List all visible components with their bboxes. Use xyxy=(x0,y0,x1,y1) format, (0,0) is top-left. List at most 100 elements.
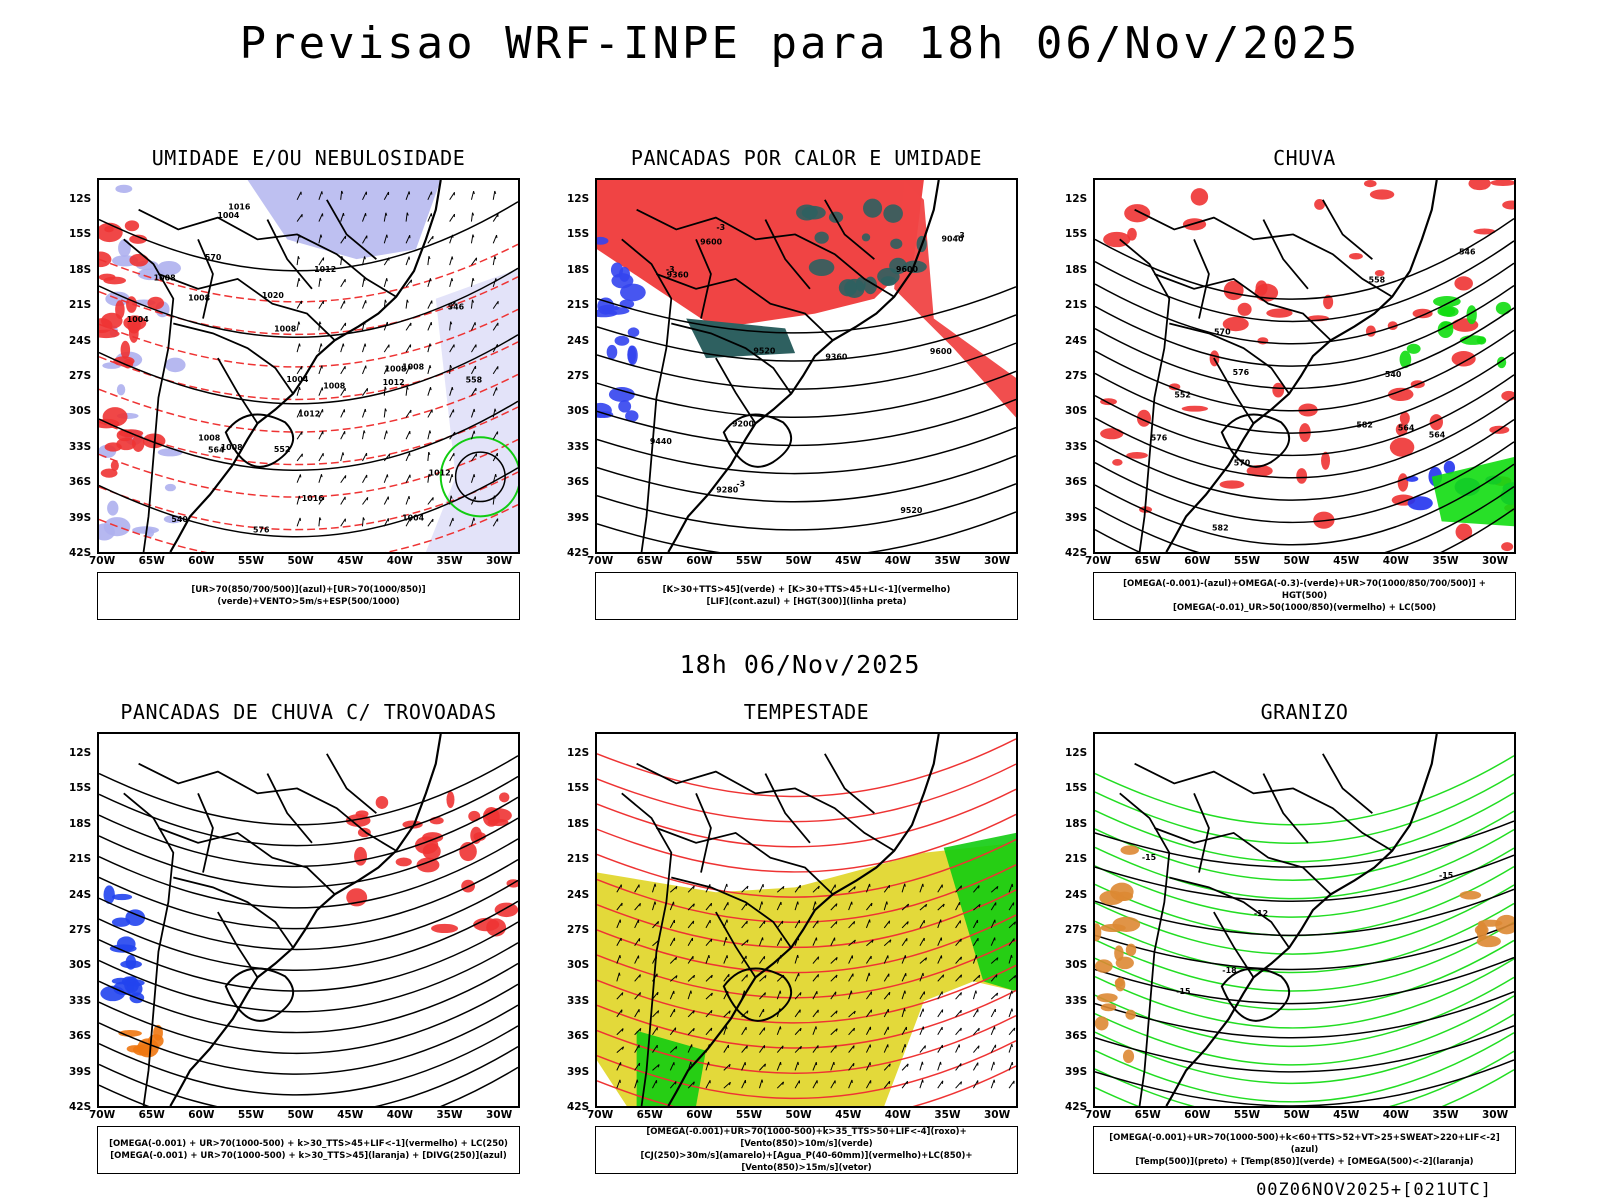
latitude-label: 42S xyxy=(1065,547,1088,559)
longitude-label: 35W xyxy=(1432,555,1459,567)
latitude-label: 39S xyxy=(69,1065,92,1078)
latitude-label: 21S xyxy=(567,853,590,866)
latitude-label: 21S xyxy=(69,853,92,866)
latitude-label: 42S xyxy=(567,1101,590,1113)
latitude-label: 12S xyxy=(1065,747,1088,759)
longitude-label: 40W xyxy=(884,555,911,567)
latitude-label: 15S xyxy=(567,228,590,241)
longitude-label: 45W xyxy=(337,555,364,567)
contour-label: 564 xyxy=(208,446,225,455)
latitude-label: 24S xyxy=(567,888,590,901)
legend-box: [OMEGA(-0.001) + UR>70(1000-500) + k>30_… xyxy=(97,1126,520,1174)
legend-text: [OMEGA(-0.001) + UR>70(1000-500) + k>30_… xyxy=(110,1151,507,1161)
longitude-label: 50W xyxy=(1283,1109,1310,1121)
contour-label: 9440 xyxy=(650,437,673,446)
contour-label: 9520 xyxy=(900,506,923,515)
contour-label: 576 xyxy=(1151,433,1168,442)
legend-box: [K>30+TTS>45](verde) + [K>30+TTS>45+LI<-… xyxy=(595,572,1018,620)
latitude-label: 21S xyxy=(69,299,92,312)
longitude-label: 55W xyxy=(1233,555,1261,567)
legend-box: [OMEGA(-0.001)+UR>70(1000-500)+k>35_TTS>… xyxy=(595,1126,1018,1174)
page-title: Previsao WRF-INPE para 18h 06/Nov/2025 xyxy=(239,18,1361,69)
longitude-label: 30W xyxy=(486,1109,513,1121)
longitude-label: 45W xyxy=(337,1109,364,1121)
longitude-label: 40W xyxy=(1382,555,1409,567)
longitude-label: 55W xyxy=(237,555,265,567)
latitude-label: 24S xyxy=(567,334,590,347)
map-frame: 582 582 576 570 564 558 552 546 540 576 570 564 xyxy=(1093,178,1516,554)
legend-text: [OMEGA(-0.01)_UR>50(1000/850)(vermelho) … xyxy=(1172,603,1437,613)
latitude-label: 42S xyxy=(1065,1101,1088,1113)
panel-title: PANCADAS POR CALOR E UMIDADE xyxy=(630,146,983,170)
longitude-label: 40W xyxy=(1382,1109,1409,1121)
contour-label: 1012 xyxy=(298,409,320,418)
contour-label: 540 xyxy=(1385,370,1402,379)
panel-title: TEMPESTADE xyxy=(743,700,870,724)
contour-label: 552 xyxy=(1174,391,1191,400)
latitude-label: 33S xyxy=(69,994,92,1007)
legend-text: [K>30+TTS>45](verde) + [K>30+TTS>45+LI<-… xyxy=(662,585,951,595)
contour-label: 9040 xyxy=(942,234,965,243)
longitude-label: 65W xyxy=(1134,555,1161,567)
map-canvas xyxy=(597,734,1016,1106)
contour-label: 1012 xyxy=(314,265,336,274)
contour-label: 9200 xyxy=(732,419,755,428)
latitude-label: 21S xyxy=(1065,299,1088,312)
longitude-label: 60W xyxy=(1184,555,1211,567)
latitude-label: 24S xyxy=(1065,334,1088,347)
legend-text: [UR>70(850/700/500)](azul)+[UR>70(1000/8… xyxy=(191,585,426,607)
contour-label: 552 xyxy=(274,445,291,454)
contour-label: 9600 xyxy=(930,347,953,356)
longitude-label: 40W xyxy=(386,555,413,567)
longitude-label: 55W xyxy=(735,555,763,567)
forecast-time-label: 18h 06/Nov/2025 xyxy=(679,650,921,679)
latitude-label: 39S xyxy=(69,511,92,524)
latitude-label: 18S xyxy=(1065,263,1088,276)
longitude-label: 30W xyxy=(486,555,513,567)
longitude-label: 50W xyxy=(287,555,314,567)
longitude-label: 70W xyxy=(89,1109,116,1121)
contour-label: 570 xyxy=(1214,327,1231,336)
legend-box: [OMEGA(-0.001)-(azul)+OMEGA(-0.3)-(verde… xyxy=(1093,572,1516,620)
latitude-label: 36S xyxy=(567,1030,590,1043)
latitude-label: 27S xyxy=(1065,370,1088,382)
latitude-label: 42S xyxy=(69,547,92,559)
latitude-label: 18S xyxy=(1065,817,1088,830)
map-frame xyxy=(97,732,520,1108)
contour-label: 570 xyxy=(205,253,222,262)
latitude-label: 36S xyxy=(567,476,590,489)
latitude-label: 39S xyxy=(1065,1065,1088,1078)
latitude-label: 15S xyxy=(69,782,92,795)
contour-label: 1016 xyxy=(228,202,251,211)
latitude-label: 27S xyxy=(69,370,92,382)
longitude-label: 55W xyxy=(1233,1109,1261,1121)
contour-label: -3 xyxy=(736,480,745,489)
latitude-label: 30S xyxy=(567,959,590,972)
map-frame: 9600 9600 9520 9520 9440 9360 9360 9280 9200 9040… xyxy=(595,178,1018,554)
longitude-label: 70W xyxy=(1085,1109,1112,1121)
longitude-label: 50W xyxy=(287,1109,314,1121)
legend-box: [UR>70(850/700/500)](azul)+[UR>70(1000/8… xyxy=(97,572,520,620)
latitude-label: 18S xyxy=(567,263,590,276)
longitude-label: 35W xyxy=(436,555,463,567)
legend-text: [Temp(500)](preto) + [Temp(850)](verde) … xyxy=(1135,1157,1474,1167)
contour-label: 564 xyxy=(1398,424,1415,433)
latitude-label: 42S xyxy=(69,1101,92,1113)
longitude-label: 35W xyxy=(1432,1109,1459,1121)
latitude-label: 18S xyxy=(69,263,92,276)
latitude-label: 15S xyxy=(1065,228,1088,241)
longitude-label: 65W xyxy=(138,555,165,567)
latitude-label: 30S xyxy=(567,405,590,418)
longitude-label: 30W xyxy=(984,1109,1011,1121)
contour-label: 1004 xyxy=(402,514,425,523)
latitude-label: 27S xyxy=(567,924,590,936)
map-frame: 1008 1008 1008 1004 1008 1012 1004 1008 1012 1012… xyxy=(97,178,520,554)
latitude-label: 21S xyxy=(567,299,590,312)
contour-label: -18 xyxy=(1222,966,1237,975)
latitude-label: 36S xyxy=(69,476,92,489)
contour-label: 9600 xyxy=(896,265,919,274)
contour-label: 1008 xyxy=(274,325,297,334)
panel-title: UMIDADE E/OU NEBULOSIDADE xyxy=(151,146,466,170)
contour-label: 546 xyxy=(1459,247,1476,256)
latitude-label: 30S xyxy=(1065,959,1088,972)
